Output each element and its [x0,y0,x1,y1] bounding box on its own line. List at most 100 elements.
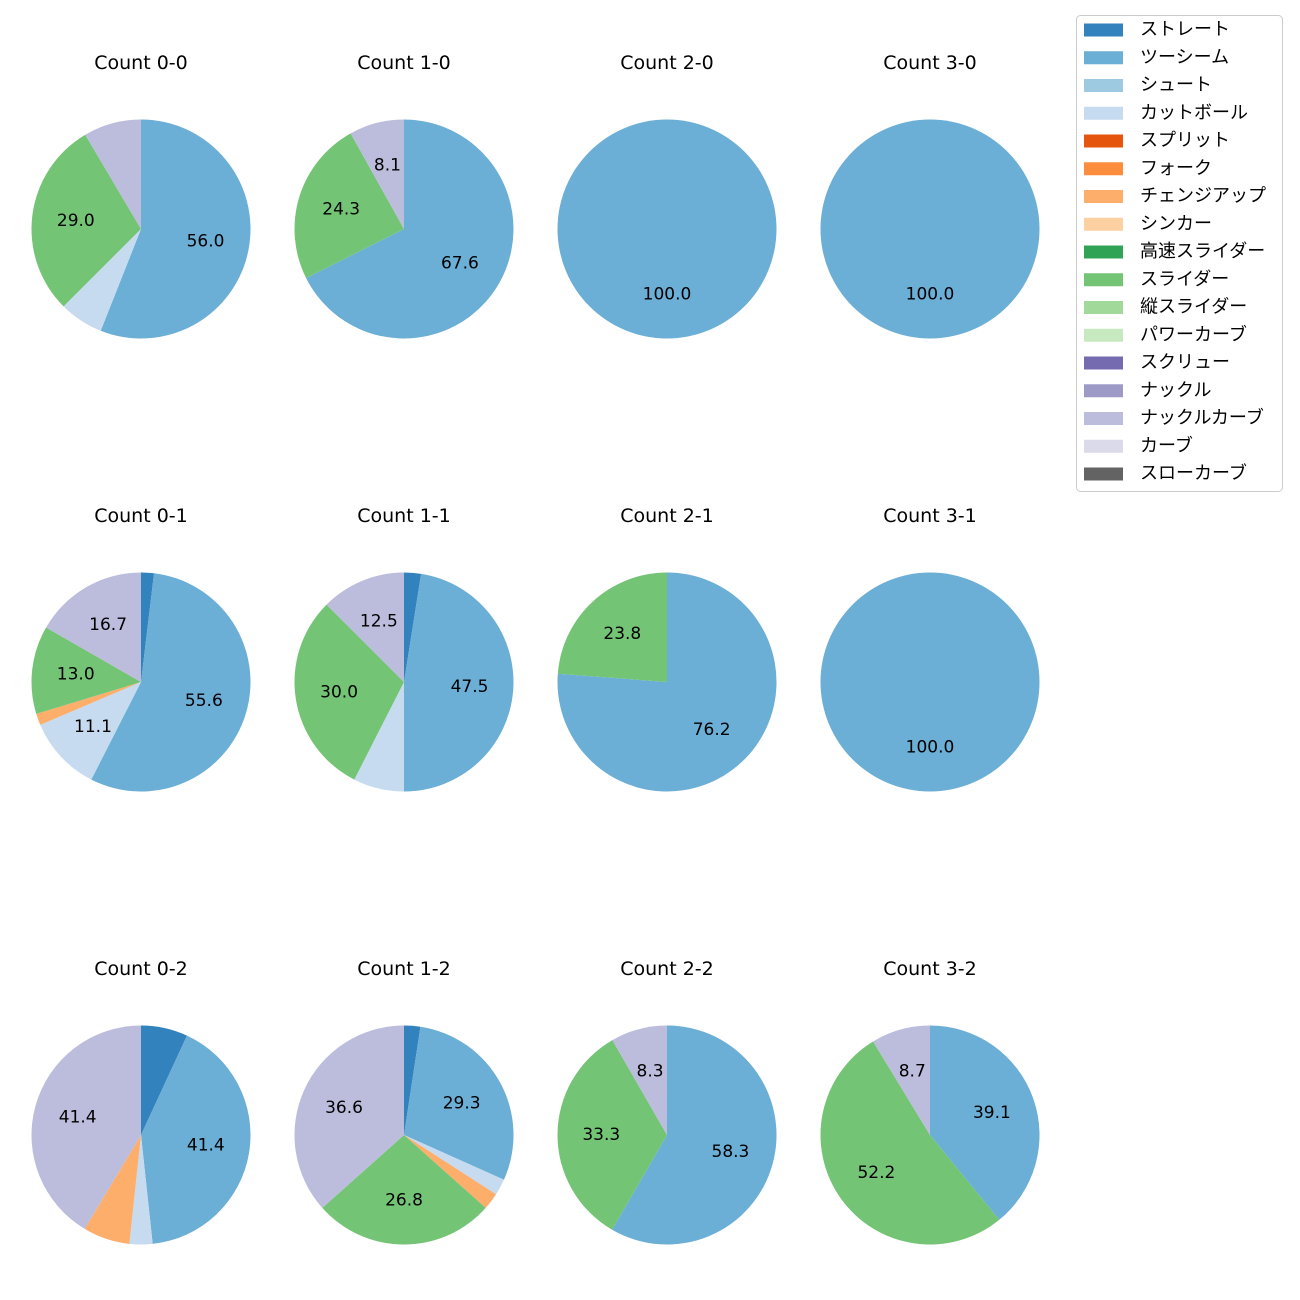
pie-count-1-1: Count 1-1 47.5 30.0 12.5 [294,505,514,792]
pie-title: Count 1-2 [357,958,451,980]
pie-count-1-2: Count 1-2 29.3 26.8 36.6 [294,958,514,1245]
legend-label: シュート [1140,75,1212,96]
slice-value-label: 36.6 [325,1098,363,1118]
legend-swatch [1084,356,1123,370]
legend-item-12: スクリュー [1084,352,1230,373]
legend-swatch [1084,467,1123,481]
pie-slice-count-0-0-3 [85,119,141,229]
legend-item-3: カットボール [1084,102,1248,123]
pie-slice-count-1-1-2 [354,682,404,792]
legend-label: ナックルカーブ [1140,407,1264,429]
legend-item-14: ナックルカーブ [1084,407,1264,429]
legend-label: シンカー [1140,213,1212,234]
slice-value-label: 11.1 [74,717,112,737]
slice-value-label: 12.5 [360,611,398,631]
slice-value-label: 29.0 [57,211,95,231]
pie-slice-count-0-1-4 [31,627,141,714]
pie-title: Count 3-2 [883,958,977,980]
pie-slice-count-0-2-4 [31,1025,142,1229]
pie-slice-count-1-1-1 [404,573,514,792]
pie-count-0-2: Count 0-2 41.4 41.4 [31,958,251,1245]
pie-slice-count-0-1-0 [141,572,155,682]
legend-swatch [1084,439,1123,453]
legend-item-6: チェンジアップ [1084,186,1266,207]
legend-label: パワーカーブ [1140,323,1247,345]
slice-value-label: 8.3 [637,1062,664,1082]
pie-slice-count-2-1-1 [557,572,667,682]
legend-swatch [1084,134,1123,148]
pie-count-1-0: Count 1-0 67.6 24.3 8.1 [294,52,514,339]
pie-slice-count-1-0-2 [350,119,404,229]
pie-title: Count 1-0 [357,52,451,74]
legend-label: ストレート [1140,19,1230,40]
pie-slice-count-1-1-4 [326,572,404,682]
pie-slice-count-1-2-3 [404,1135,497,1208]
legend-item-16: スローカーブ [1084,462,1247,484]
legend-item-4: スプリット [1084,130,1230,151]
pie-slice-count-0-1-3 [36,682,141,725]
pie-slice-count-0-2-3 [84,1135,141,1244]
pie-slice-count-3-0-0 [820,119,1040,339]
legend-swatch [1084,384,1123,398]
slice-value-label: 13.0 [57,665,95,685]
pie-slice-count-3-2-1 [820,1041,1000,1245]
legend-label: ナックル [1140,380,1211,401]
pie-count-3-0: Count 3-0 100.0 [820,52,1040,339]
slice-value-label: 26.8 [385,1191,423,1211]
pie-slice-count-0-1-5 [46,572,142,682]
legend-label: カットボール [1140,102,1248,123]
slice-value-label: 41.4 [59,1107,97,1127]
slice-value-label: 23.8 [603,624,641,644]
pie-slice-count-0-0-0 [100,119,251,339]
legend-label: スプリット [1140,130,1230,151]
pie-slice-count-0-2-0 [141,1025,187,1135]
pie-count-2-1: Count 2-1 76.2 23.8 [557,505,777,792]
pie-slice-count-1-2-4 [322,1135,486,1245]
pie-slice-count-0-1-2 [40,682,142,780]
legend-item-8: 高速スライダー [1084,241,1265,262]
pie-slice-count-2-1-0 [557,572,777,792]
slice-value-label: 24.3 [322,200,360,220]
legend-item-10: 縦スライダー [1084,297,1247,318]
legend-swatch [1084,106,1123,120]
pie-slice-count-0-2-2 [129,1135,153,1245]
pie-slice-count-3-2-2 [873,1025,930,1135]
pie-slice-count-2-2-2 [612,1025,667,1135]
pie-slice-count-1-2-2 [404,1135,504,1195]
slice-value-label: 41.4 [187,1136,225,1156]
legend-item-15: カーブ [1084,434,1193,456]
slice-value-label: 100.0 [906,738,955,758]
pie-title: Count 0-2 [94,958,188,980]
legend-item-13: ナックル [1084,380,1211,401]
pie-slice-count-3-2-0 [930,1025,1040,1220]
legend-item-2: シュート [1084,75,1212,96]
slice-value-label: 52.2 [857,1163,895,1183]
pie-count-3-2: Count 3-2 39.1 52.2 8.7 [820,958,1040,1245]
pie-title: Count 3-0 [883,52,977,74]
slice-value-label: 100.0 [906,285,955,305]
pie-slice-count-0-1-1 [91,573,251,792]
legend-item-9: スライダー [1084,269,1229,290]
slice-value-label: 55.6 [185,691,223,711]
legend-swatch [1084,217,1123,231]
pie-slice-count-0-0-1 [63,229,141,331]
slice-value-label: 29.3 [443,1094,481,1114]
slice-value-label: 16.7 [89,615,127,635]
legend-swatch [1084,245,1123,259]
pie-count-0-0: Count 0-0 56.0 29.0 [31,52,251,339]
pie-title: Count 0-1 [94,505,188,527]
pie-slice-count-1-0-1 [294,133,404,279]
legend: ストレートツーシームシュートカットボールスプリットフォークチェンジアップシンカー… [1076,15,1283,492]
legend-swatch [1084,328,1123,342]
pie-slice-count-2-0-0 [557,119,777,339]
legend-label: スライダー [1140,269,1229,290]
pie-slice-count-1-2-0 [404,1025,421,1135]
legend-swatch [1084,301,1123,314]
legend-item-11: パワーカーブ [1084,323,1247,345]
legend-item-5: フォーク [1084,158,1212,179]
pie-slice-count-0-0-2 [31,134,142,307]
pie-slice-count-3-1-0 [820,572,1040,792]
legend-item-1: ツーシーム [1084,47,1229,68]
